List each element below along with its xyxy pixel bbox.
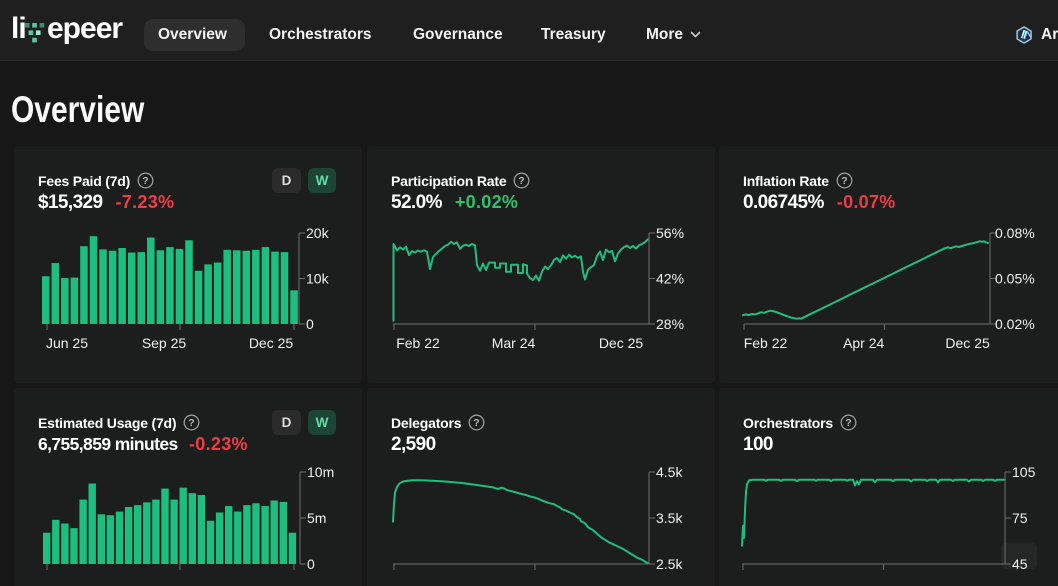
svg-text:Mar 24: Mar 24 [492, 335, 536, 351]
svg-text:Sep 25: Sep 25 [142, 335, 187, 351]
svg-text:0: 0 [306, 316, 314, 332]
svg-text:28%: 28% [656, 316, 684, 332]
svg-text:42%: 42% [656, 271, 684, 287]
svg-text:0.02%: 0.02% [995, 316, 1035, 332]
svg-text:2.5k: 2.5k [656, 556, 683, 572]
svg-text:?: ? [474, 417, 480, 429]
svg-text:0.08%: 0.08% [995, 225, 1035, 241]
svg-text:?: ? [142, 175, 148, 187]
svg-text:0: 0 [307, 556, 315, 572]
svg-text:Dec 25: Dec 25 [599, 335, 644, 351]
svg-text:45: 45 [1012, 556, 1028, 572]
svg-text:0.05%: 0.05% [995, 271, 1035, 287]
svg-text:105: 105 [1012, 464, 1036, 480]
svg-text:?: ? [519, 175, 525, 187]
svg-text:Dec 25: Dec 25 [249, 335, 294, 351]
svg-text:56%: 56% [656, 225, 684, 241]
svg-text:4.5k: 4.5k [656, 464, 683, 480]
svg-text:10m: 10m [307, 464, 334, 480]
svg-text:5m: 5m [307, 510, 326, 526]
svg-text:75: 75 [1012, 510, 1028, 526]
svg-text:Dec 25: Dec 25 [945, 335, 990, 351]
svg-text:Feb 22: Feb 22 [744, 335, 788, 351]
svg-text:10k: 10k [306, 271, 330, 287]
svg-text:Apr 24: Apr 24 [843, 335, 884, 351]
svg-text:3.5k: 3.5k [656, 510, 683, 526]
svg-text:?: ? [841, 175, 847, 187]
svg-text:Feb 22: Feb 22 [396, 335, 440, 351]
svg-text:20k: 20k [306, 225, 330, 241]
svg-text:?: ? [189, 417, 195, 429]
svg-text:?: ? [845, 417, 851, 429]
svg-text:Jun 25: Jun 25 [46, 335, 88, 351]
